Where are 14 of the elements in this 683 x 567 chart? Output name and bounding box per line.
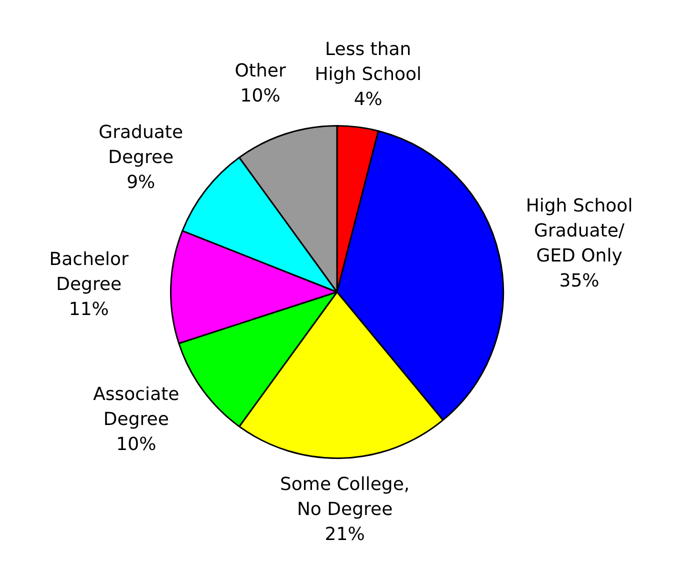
- slice-label: Bachelor Degree: [49, 248, 130, 295]
- slice-label: Some College, No Degree: [280, 474, 410, 520]
- data-label: 11%: [68, 298, 109, 320]
- data-label: 9%: [126, 172, 156, 193]
- data-label: 4%: [354, 89, 382, 110]
- data-label: 35%: [559, 270, 600, 292]
- slice-label: Graduate Degree: [98, 122, 184, 168]
- slice-label: Less than High School: [314, 39, 422, 86]
- data-label: 10%: [116, 434, 156, 455]
- slice-label: High School Graduate/ GED Only: [526, 196, 633, 267]
- slice-label: Other: [234, 60, 286, 82]
- slice-label: Associate Degree: [93, 384, 180, 430]
- data-label: 21%: [324, 524, 365, 545]
- data-label: 10%: [240, 86, 280, 107]
